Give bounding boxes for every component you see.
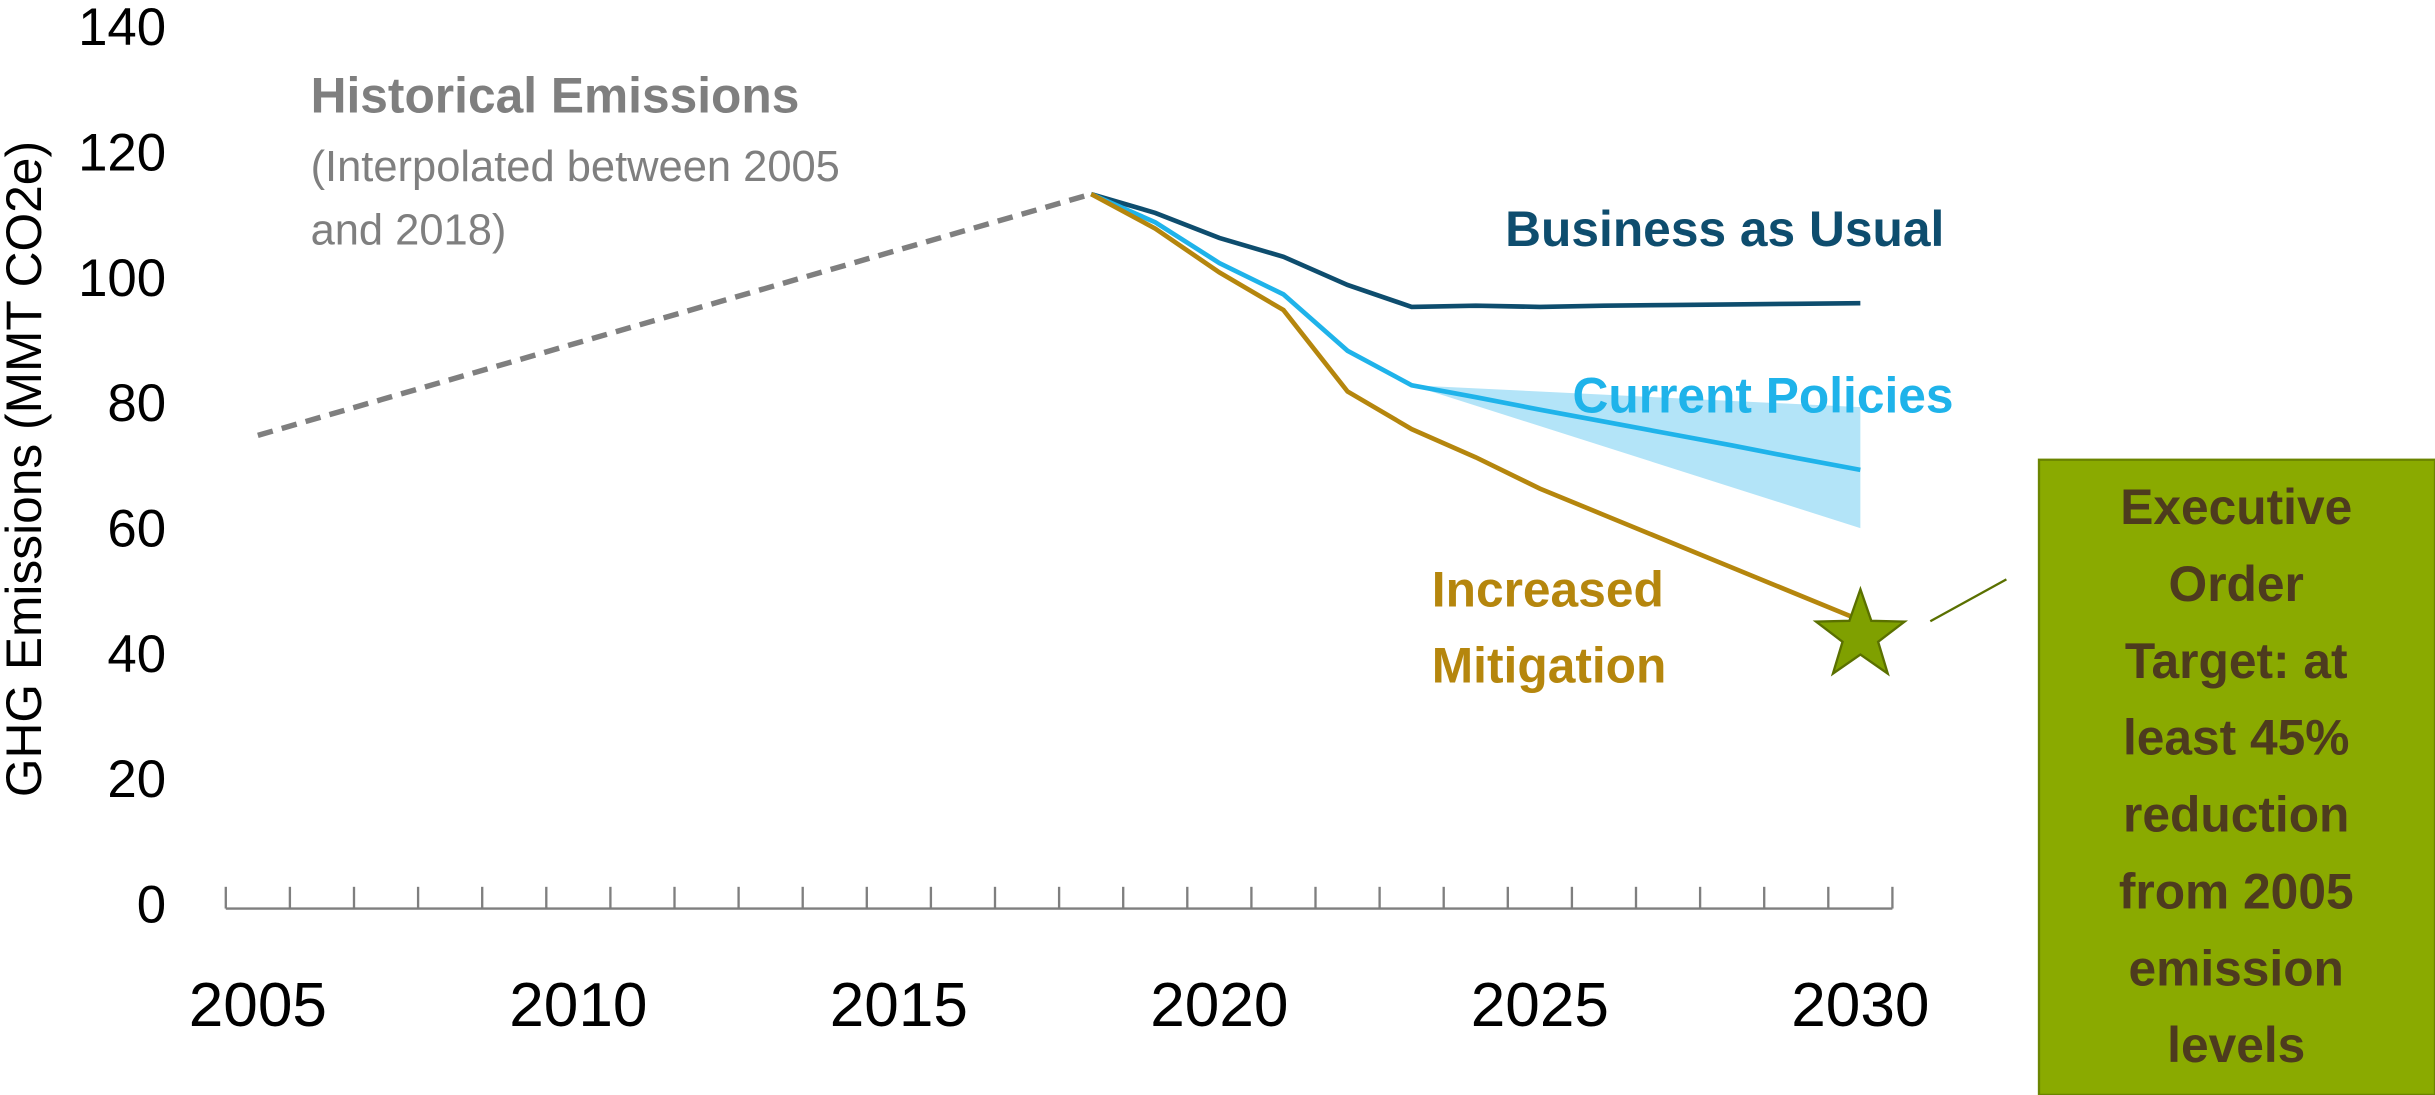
series-line: [1090, 192, 1862, 623]
label-line: Mitigation: [1432, 638, 1667, 694]
target-text: Executive: [2120, 479, 2352, 535]
x-tick-label: 2005: [189, 971, 327, 1040]
y-tick-label: 20: [107, 750, 166, 809]
series-note: and 2018): [311, 207, 507, 255]
x-tick-label: 2025: [1471, 971, 1609, 1040]
y-tick-label: 80: [107, 374, 166, 433]
y-tick-label: 100: [78, 249, 166, 308]
target-text: reduction: [2123, 787, 2349, 843]
y-axis-label: GHG Emissions (MMT CO2e): [0, 141, 52, 797]
y-tick-label: 60: [107, 499, 166, 558]
target-text: levels: [2167, 1017, 2305, 1073]
x-tick-label: 2020: [1150, 971, 1288, 1040]
series-label: Current Policies: [1573, 367, 1954, 423]
x-tick-label: 2010: [509, 971, 647, 1040]
y-tick-label: 40: [107, 625, 166, 684]
target-text: emission: [2129, 940, 2344, 996]
target-box: [2037, 458, 2435, 1095]
label-line: Increased: [1432, 561, 1664, 617]
series-label: Business as Usual: [1505, 201, 1944, 257]
range-band: [1411, 385, 1861, 529]
x-tick-label: 2030: [1791, 971, 1929, 1040]
target-text: from 2005: [2119, 863, 2354, 919]
y-tick-label: 140: [78, 0, 166, 57]
series-line: [1090, 191, 1861, 473]
x-tick-label: 2015: [830, 971, 968, 1040]
series-line: [257, 191, 1092, 438]
target-connector: [1929, 578, 2007, 623]
target-star: [1812, 585, 1909, 677]
target-text: Order: [2169, 556, 2304, 612]
target-text: least 45%: [2123, 710, 2350, 766]
series-line: [1090, 191, 1861, 310]
y-tick-label: 0: [137, 875, 166, 934]
series-label: Increased Mitigation: [1432, 561, 1667, 693]
target-text: Target: at: [2125, 633, 2348, 689]
series-note: (Interpolated between 2005: [311, 143, 840, 191]
y-tick-label: 120: [78, 123, 166, 182]
series-label: Historical Emissions: [311, 68, 800, 124]
